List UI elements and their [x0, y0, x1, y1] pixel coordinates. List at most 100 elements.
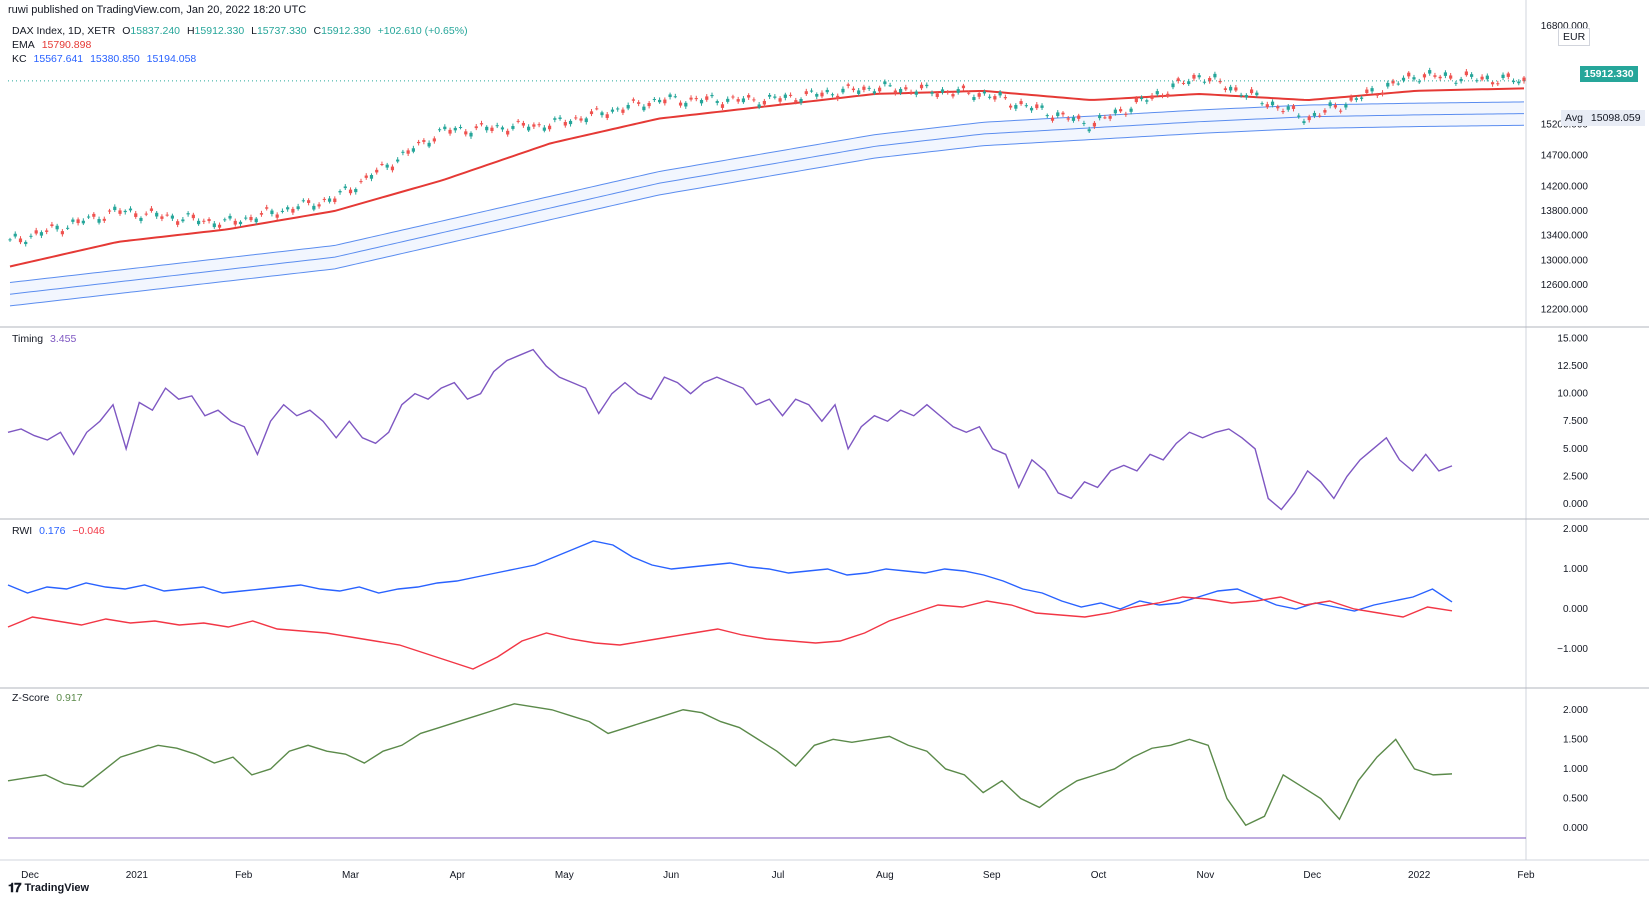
candle-body: [427, 142, 431, 147]
candle-body: [1302, 121, 1306, 124]
candle-body: [935, 93, 939, 97]
candle-body: [113, 206, 117, 211]
candle-body: [1014, 105, 1018, 109]
x-tick-label: Mar: [342, 870, 360, 881]
candle-body: [589, 111, 594, 115]
candle-body: [574, 117, 578, 119]
candle-body: [1155, 91, 1159, 95]
y-tick-label: 5.000: [1563, 444, 1588, 455]
candle-body: [925, 84, 929, 87]
candle-body: [364, 175, 368, 178]
candle-body: [1522, 77, 1526, 82]
kc-legend[interactable]: KC 15567.641 15380.850 15194.058: [12, 53, 200, 65]
candle-body: [1391, 80, 1395, 84]
x-tick-label: Oct: [1091, 870, 1107, 881]
ema-legend[interactable]: EMA 15790.898: [12, 39, 95, 51]
candle-body: [563, 122, 567, 126]
y-tick-label: 13400.000: [1541, 231, 1589, 242]
candle-body: [50, 224, 54, 227]
candle-body: [291, 208, 295, 213]
candle-body: [1249, 89, 1254, 94]
candle-body: [637, 102, 641, 104]
candle-body: [34, 230, 38, 234]
candle-body: [244, 217, 248, 219]
candle-body: [1071, 117, 1076, 121]
candle-body: [1260, 103, 1264, 105]
candle-body: [265, 207, 269, 209]
kc-lower-line: [9, 124, 1525, 307]
x-tick-label: 2022: [1408, 870, 1431, 881]
candle-body: [993, 96, 997, 100]
candle-body: [642, 106, 646, 111]
currency-badge[interactable]: EUR: [1558, 28, 1591, 46]
candle-body: [872, 91, 876, 94]
candle-body: [453, 127, 457, 131]
candle-body: [495, 125, 499, 127]
candle-body: [914, 91, 918, 95]
candle-body: [134, 213, 138, 217]
candle-body: [757, 104, 761, 108]
candles-group: [8, 67, 1526, 247]
candle-body: [1160, 94, 1165, 96]
candle-body: [97, 219, 101, 223]
candle-body: [998, 92, 1002, 96]
candle-body: [699, 99, 704, 104]
candle-body: [836, 95, 840, 99]
candle-body: [616, 108, 620, 110]
candle-body: [238, 221, 243, 225]
candle-body: [1092, 122, 1097, 127]
candle-body: [1187, 81, 1191, 85]
candle-body: [500, 127, 505, 130]
candle-body: [1229, 86, 1233, 91]
tradingview-footer[interactable]: 𝟏𝟕 TradingView: [8, 880, 89, 896]
y-tick-label: 14700.000: [1541, 151, 1589, 162]
candle-body: [1464, 71, 1468, 76]
symbol-name[interactable]: DAX Index, 1D, XETR: [12, 25, 116, 37]
y-tick-label: 10.000: [1557, 389, 1588, 400]
candle-body: [731, 96, 735, 98]
y-tick-label: 0.000: [1563, 499, 1588, 510]
candle-body: [783, 94, 787, 98]
candle-body: [1066, 118, 1070, 120]
candle-body: [1297, 115, 1301, 117]
x-tick-label: 2021: [126, 870, 149, 881]
candle-body: [249, 216, 253, 221]
candle-body: [673, 96, 677, 98]
candle-body: [1077, 115, 1081, 119]
y-tick-label: 1.000: [1563, 564, 1588, 575]
candle-body: [118, 210, 122, 214]
candle-body: [1108, 116, 1112, 119]
zscore-legend[interactable]: Z-Score 0.917: [12, 692, 87, 704]
rwi-legend[interactable]: RWI 0.176 −0.046: [12, 525, 109, 537]
y-tick-label: 16800.000: [1541, 21, 1589, 32]
y-tick-label: 2.000: [1563, 705, 1588, 716]
ohlc-close: C15912.330: [313, 25, 371, 37]
candle-body: [1223, 88, 1227, 90]
kc-upper: 15567.641: [33, 53, 84, 65]
y-tick-label: 14200.000: [1541, 181, 1589, 192]
candle-body: [689, 97, 693, 100]
candle-body: [432, 138, 436, 142]
candle-body: [694, 98, 698, 100]
candle-body: [621, 109, 625, 113]
candle-body: [809, 90, 814, 92]
candle-body: [443, 126, 447, 130]
candle-body: [1024, 105, 1028, 107]
candle-body: [338, 190, 342, 193]
candle-body: [1459, 78, 1463, 82]
candle-body: [726, 98, 730, 102]
candle-body: [705, 96, 709, 100]
candle-body: [1029, 107, 1034, 111]
candle-body: [1050, 117, 1055, 121]
candle-body: [1349, 96, 1353, 101]
candle-body: [1281, 111, 1285, 113]
candle-body: [799, 99, 803, 103]
candle-body: [663, 99, 667, 104]
candle-body: [1113, 109, 1117, 114]
timing-legend[interactable]: Timing 3.455: [12, 333, 80, 345]
candle-body: [506, 130, 510, 135]
candle-body: [883, 81, 887, 85]
rwi-high-value: 0.176: [39, 525, 66, 537]
candle-body: [29, 235, 33, 237]
candle-body: [846, 84, 850, 86]
